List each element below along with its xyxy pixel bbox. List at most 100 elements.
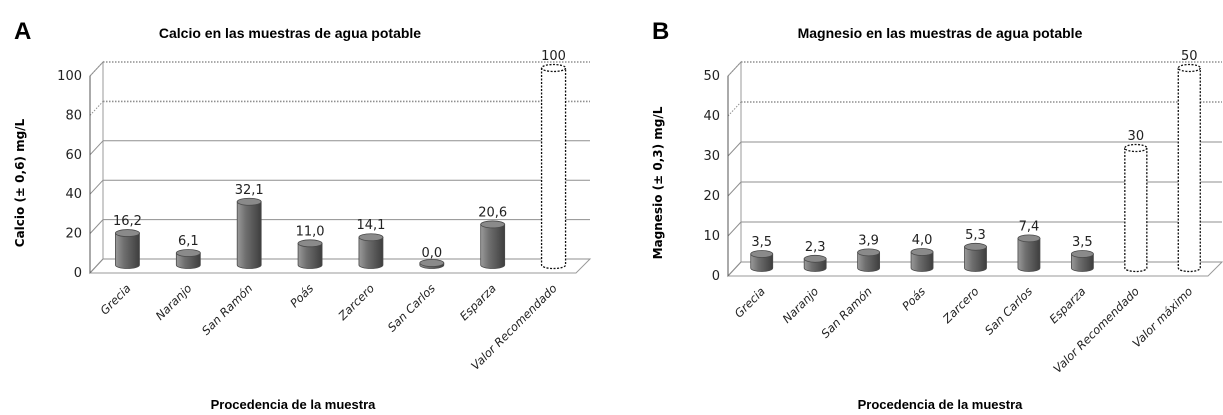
bar-top [175, 249, 201, 257]
bar [857, 252, 881, 272]
gridline-side [89, 61, 104, 77]
x-tick-label: Grecia [732, 284, 768, 320]
bar-top [803, 254, 827, 263]
bar [910, 251, 934, 272]
panel-a-plot-area: 0 20 40 60 80 100 16,2 Grecia 6,1 Naranjo 32,1 San … [57, 49, 592, 373]
y-tick-label: 50 [703, 69, 720, 84]
data-label: 14,1 [356, 218, 385, 233]
bar-top [750, 250, 774, 258]
gridline-side [89, 179, 104, 195]
bar [964, 246, 987, 272]
bar-top [236, 197, 262, 206]
x-tick-label: Grecia [97, 281, 133, 317]
y-tick-label: 60 [65, 148, 82, 163]
gridline-side [727, 181, 742, 197]
panel-b-x-axis-label: Procedencia de la muestra [858, 397, 1024, 412]
data-label: 3,9 [858, 233, 879, 248]
x-tick-label: San Ramón [199, 281, 255, 337]
reference-bar [1177, 68, 1201, 273]
panel-a-y-axis-label: Calcio (± 0,6) mg/L [13, 118, 27, 247]
gridline-side [727, 261, 742, 277]
y-tick-label: 0 [74, 266, 82, 281]
bar-top [1070, 250, 1094, 258]
reference-bar-top [540, 63, 567, 73]
bar [1017, 238, 1041, 272]
bar [175, 252, 201, 269]
bar [480, 224, 506, 269]
panel-b-y-axis-label: Magnesio (± 0,3) mg/L [651, 106, 665, 259]
data-label: 3,5 [751, 235, 772, 250]
bar-top [1017, 234, 1041, 243]
data-label: 50 [1181, 49, 1198, 64]
bar [115, 232, 140, 269]
bar [297, 242, 323, 269]
data-label: 5,3 [965, 228, 986, 243]
y-tick-label: 20 [65, 227, 82, 242]
data-label: 3,5 [1072, 235, 1093, 250]
gridline-side [89, 258, 104, 274]
gridline-side [89, 140, 104, 156]
data-label: 0,0 [421, 246, 442, 261]
gridline-side [89, 219, 104, 234]
x-tick-label: Esparza [1046, 284, 1088, 326]
gridline-side [727, 101, 742, 117]
gridline-side [727, 61, 742, 77]
bar-top [358, 233, 384, 242]
bar-top [480, 220, 506, 229]
data-label: 7,4 [1019, 219, 1040, 234]
x-tick-label: Naranjo [780, 284, 822, 326]
data-label: 4,0 [912, 233, 933, 248]
y-tick-label: 10 [703, 229, 720, 244]
panel-b-letter: B [652, 18, 669, 45]
reference-bar-top [1124, 143, 1148, 153]
data-label: 16,2 [113, 214, 142, 229]
data-label: 20,6 [478, 205, 507, 220]
chart-floor [88, 258, 592, 274]
x-tick-label: Esparza [457, 281, 499, 323]
data-label: 30 [1128, 129, 1145, 144]
x-tick-label: Zarcero [335, 281, 377, 323]
y-tick-label: 80 [65, 108, 82, 123]
x-tick-label: Naranjo [153, 281, 195, 323]
bar-top [857, 248, 881, 257]
panel-b-title: Magnesio en las muestras de agua potable [798, 25, 1083, 41]
bar [236, 201, 262, 269]
x-tick-label: San Ramón [818, 284, 874, 340]
data-label: 11,0 [296, 224, 325, 239]
x-tick-label: Poás [287, 281, 316, 310]
x-tick-label: Poás [899, 284, 928, 313]
side-wall [89, 60, 104, 275]
panel-a: A Calcio en las muestras de agua potable… [13, 18, 592, 412]
y-tick-label: 40 [65, 187, 82, 202]
panel-b: B Magnesio en las muestras de agua potab… [651, 18, 1223, 412]
y-tick-label: 40 [703, 109, 720, 124]
bar-top [115, 229, 140, 237]
bar [1070, 253, 1094, 272]
bar-top [910, 248, 934, 256]
x-tick-label: Zarcero [939, 284, 981, 326]
gridline-side [727, 221, 742, 237]
y-tick-label: 30 [703, 149, 720, 164]
bar-top [419, 259, 445, 267]
side-wall [727, 60, 742, 278]
bar [750, 253, 774, 272]
x-tick-label: San Carlos [982, 284, 1035, 337]
y-tick-label: 0 [712, 269, 720, 284]
bar-top [297, 239, 323, 248]
panel-a-x-axis-label: Procedencia de la muestra [211, 397, 377, 412]
y-tick-label: 100 [57, 69, 82, 84]
panel-a-title: Calcio en las muestras de agua potable [159, 25, 421, 41]
bar-top [964, 242, 987, 251]
gridline-side [727, 141, 742, 157]
panel-a-letter: A [14, 18, 31, 45]
bar [358, 236, 384, 269]
data-label: 32,1 [235, 183, 264, 198]
panel-b-plot-area: 0 10 20 30 40 50 3,5 Grecia 2,3 Naranjo 3,9 San Ram… [703, 49, 1223, 376]
data-label: 100 [541, 49, 566, 64]
reference-bar [1124, 148, 1148, 273]
gridline-side [89, 101, 104, 116]
data-label: 2,3 [805, 240, 826, 255]
reference-bar [540, 68, 567, 270]
x-tick-label: San Carlos [385, 281, 438, 334]
